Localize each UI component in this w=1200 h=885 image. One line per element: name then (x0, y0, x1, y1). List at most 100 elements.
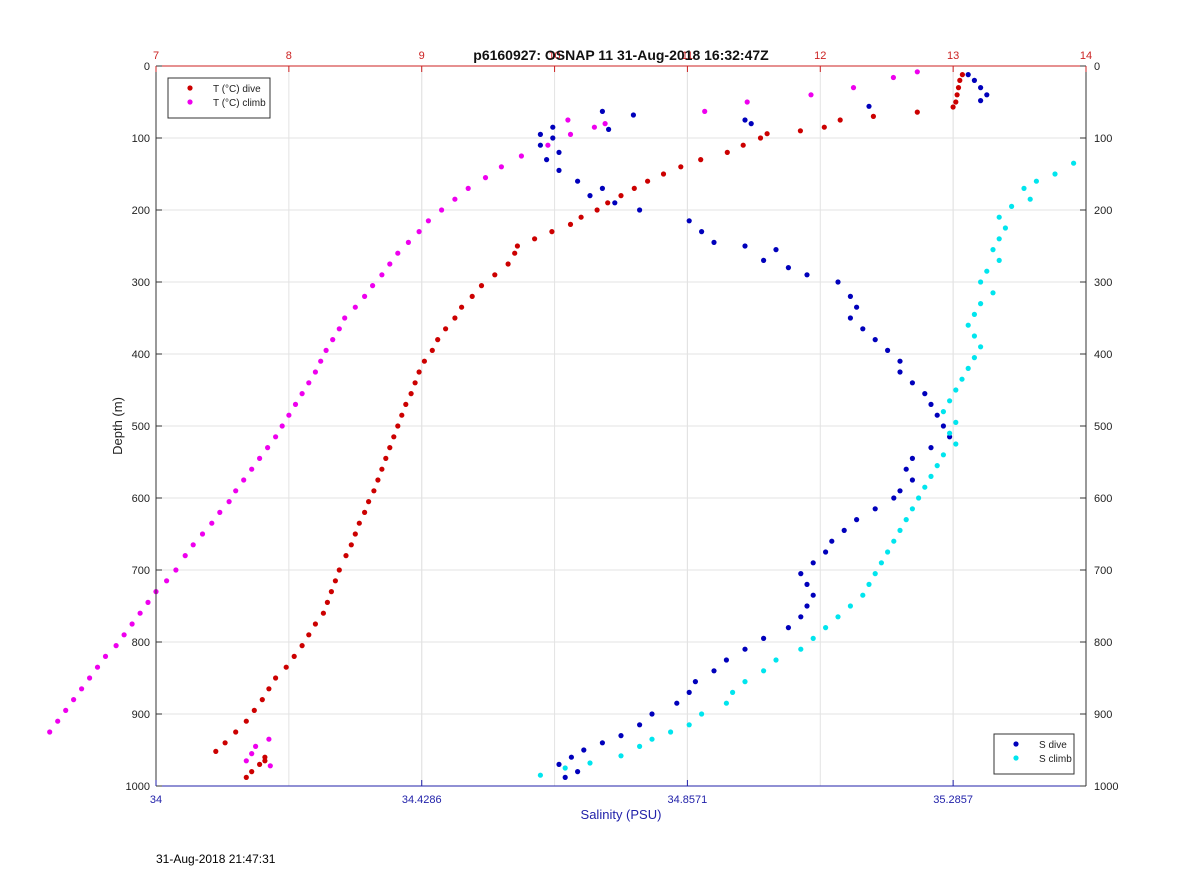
top-tick-label: 11 (682, 50, 693, 62)
data-point (429, 347, 435, 353)
data-point (761, 668, 767, 674)
data-point (1021, 185, 1027, 191)
data-point (637, 743, 643, 750)
legend-marker (1013, 755, 1019, 761)
data-point (291, 653, 297, 660)
data-point (954, 92, 960, 98)
data-point (866, 581, 872, 588)
data-point (286, 412, 292, 418)
axes: 0 0 100 100 200 200 300 300 400 400 500 500 600 600 70… (110, 47, 1118, 822)
data-point (217, 509, 223, 515)
data-point (55, 718, 61, 724)
data-point (416, 369, 422, 375)
data-point (443, 326, 449, 332)
data-point (567, 131, 574, 137)
data-point (637, 722, 643, 728)
data-point (947, 398, 953, 404)
y-tick-label: 600 (132, 493, 150, 505)
data-point (922, 391, 928, 397)
data-point (87, 675, 93, 681)
data-point (324, 599, 330, 606)
data-series (47, 69, 1077, 781)
data-point (482, 175, 489, 181)
data-point (885, 549, 891, 555)
data-point (318, 358, 324, 364)
data-point (829, 538, 835, 544)
data-point (452, 196, 458, 202)
data-point (267, 763, 273, 769)
data-point (978, 98, 984, 104)
data-point (283, 664, 289, 670)
data-point (575, 178, 581, 184)
top-tick-label: 13 (947, 50, 959, 62)
bottom-tick-label: 34 (150, 794, 162, 806)
data-point (352, 531, 358, 537)
data-point (371, 488, 377, 494)
data-point (870, 113, 877, 119)
data-point (537, 131, 544, 137)
legend-top-left: T (°C) dive T (°C) climb (167, 77, 271, 119)
data-point (273, 434, 279, 440)
y-tick-label-right: 300 (1094, 277, 1112, 289)
data-point (810, 635, 816, 642)
data-point (379, 272, 385, 278)
data-point (699, 229, 705, 235)
data-point (469, 293, 475, 299)
data-point (757, 135, 764, 141)
top-tick-label: 14 (1080, 50, 1092, 62)
data-point (630, 112, 637, 118)
data-point (914, 109, 920, 115)
series-t-c-dive (213, 72, 966, 781)
data-point (686, 722, 692, 728)
data-point (545, 142, 551, 148)
data-point (1052, 171, 1058, 177)
data-point (562, 765, 568, 771)
data-point (674, 700, 680, 706)
data-point (645, 178, 651, 184)
data-point (909, 506, 916, 512)
data-point (391, 434, 397, 440)
data-point (550, 124, 556, 130)
data-point (306, 632, 312, 638)
data-point (370, 283, 376, 289)
data-point (612, 200, 618, 206)
legend-marker (1013, 741, 1019, 747)
data-point (971, 311, 978, 317)
data-point (249, 751, 255, 757)
data-point (266, 686, 272, 692)
data-point (847, 293, 854, 299)
data-point (631, 185, 637, 191)
legend-marker (187, 99, 193, 105)
data-point (145, 599, 151, 606)
data-point (978, 279, 984, 285)
data-point (265, 445, 271, 451)
data-point (435, 337, 441, 343)
data-point (810, 560, 816, 566)
data-point (618, 193, 624, 199)
data-point (823, 625, 829, 631)
data-point (618, 733, 624, 739)
data-point (872, 571, 878, 577)
data-point (866, 103, 872, 109)
data-point (320, 610, 326, 616)
data-point (537, 142, 544, 148)
data-point (299, 391, 305, 397)
data-point (1033, 178, 1039, 184)
x-axis-label: Salinity (PSU) (581, 807, 662, 822)
y-tick-label: 700 (132, 565, 150, 577)
data-point (375, 477, 381, 483)
grid (155, 65, 1087, 787)
data-point (459, 304, 465, 310)
y-tick-label: 800 (132, 637, 150, 649)
data-point (711, 668, 717, 674)
data-point (897, 488, 903, 494)
data-point (279, 423, 285, 429)
data-point (744, 99, 750, 105)
y-tick-label: 400 (132, 349, 150, 361)
data-point (971, 355, 978, 361)
data-point (897, 358, 903, 364)
data-point (332, 578, 338, 584)
data-point (953, 419, 959, 425)
data-point (567, 221, 574, 227)
